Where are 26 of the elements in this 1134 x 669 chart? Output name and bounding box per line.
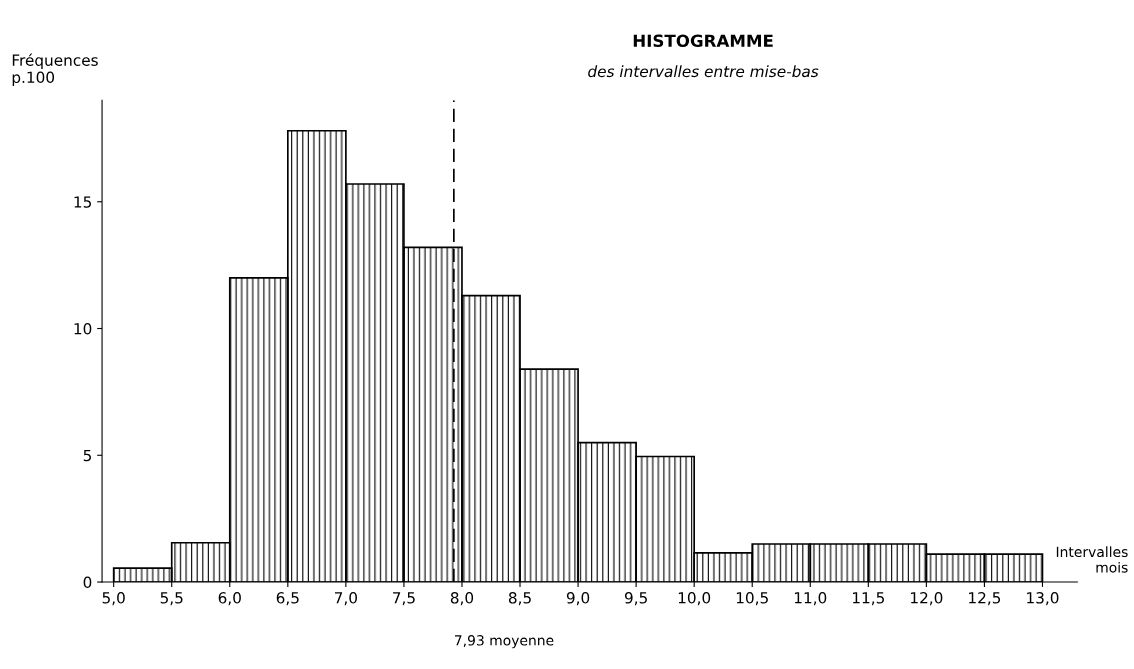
y-tick-label: 0 <box>83 576 92 589</box>
y-axis-title: Fréquences p.100 <box>12 53 98 87</box>
chart-subtitle: des intervalles entre mise-bas <box>588 65 819 78</box>
chart-title: HISTOGRAMME <box>633 34 773 48</box>
x-tick-label: 11,0 <box>794 592 827 606</box>
y-tick-label: 10 <box>74 322 92 335</box>
x-tick-label: 12,0 <box>911 592 943 606</box>
x-axis-title: Intervalles mois <box>1056 546 1128 573</box>
x-tick-label: 8,0 <box>450 592 474 606</box>
x-tick-label: 7,5 <box>393 592 415 606</box>
y-tick-label: 5 <box>83 449 91 462</box>
x-tick-label: 11,5 <box>852 592 884 606</box>
x-tick-label: 10,0 <box>678 592 711 606</box>
x-tick-label: 6,5 <box>276 592 299 606</box>
y-tick-label: 15 <box>74 196 91 208</box>
ref-line-label: 7,93 moyenne <box>454 635 554 649</box>
x-tick-label: 8,5 <box>508 592 531 606</box>
x-tick-label: 7,0 <box>334 592 357 606</box>
x-tick-label: 10,5 <box>736 592 768 606</box>
x-tick-label: 5,5 <box>160 592 183 606</box>
x-tick-label: 9,0 <box>566 592 590 606</box>
x-tick-label: 13,0 <box>1027 592 1059 606</box>
x-tick-label: 5,0 <box>102 592 125 606</box>
x-tick-label: 9,5 <box>624 592 647 606</box>
x-tick-label: 6,0 <box>218 592 241 606</box>
x-tick-label: 12,5 <box>969 592 1001 606</box>
